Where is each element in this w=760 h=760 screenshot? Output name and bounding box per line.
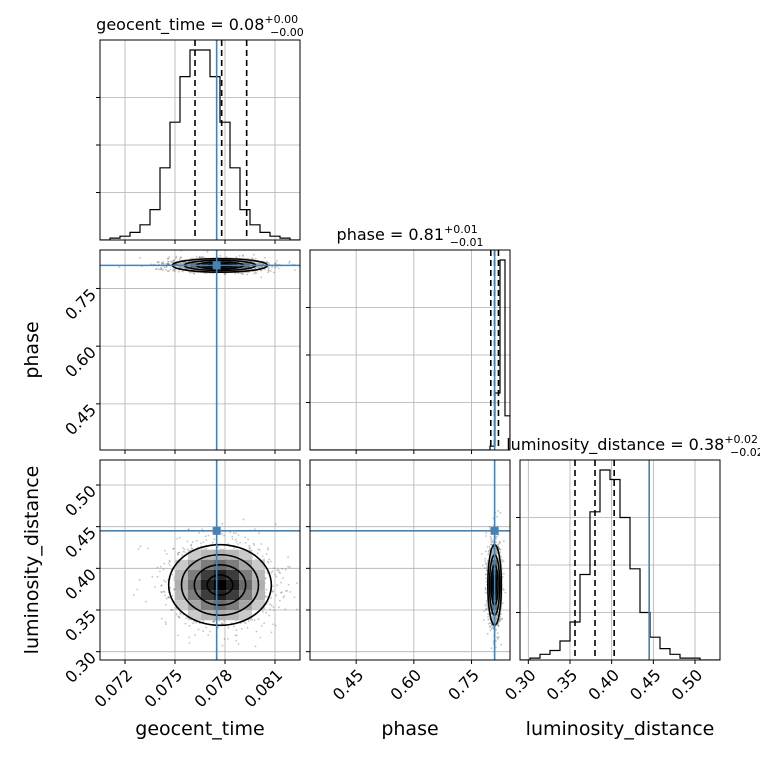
pair-geocent_time-vs-luminosity_distance-contour-0 (206, 574, 234, 596)
pair-geocent_time-vs-phase-density (100, 250, 300, 450)
pair-phase-vs-luminosity_distance-density (310, 460, 510, 660)
xtick-label-geocent_time-2: 0.078 (190, 665, 236, 711)
ytick-label-luminosity_distance-1: 0.35 (61, 606, 100, 645)
hist-geocent_time-steps (100, 49, 300, 240)
ytick-label-phase-0: 0.45 (61, 400, 100, 439)
ytick-label-luminosity_distance-0: 0.30 (61, 648, 100, 687)
pair-geocent_time-vs-luminosity_distance-contour-1 (193, 564, 247, 606)
xaxis-title-geocent_time: geocent_time (135, 718, 264, 740)
xtick-label-phase-2: 0.75 (444, 665, 483, 704)
pair-phase-vs-luminosity_distance-panel (306, 459, 511, 664)
xtick-label-luminosity_distance-0: 0.30 (501, 665, 540, 704)
hist-luminosity_distance-panel: luminosity_distance = 0.38+0.02−0.02 (506, 433, 760, 664)
ytick-label-phase-1: 0.60 (61, 343, 100, 382)
xtick-label-geocent_time-0: 0.072 (90, 665, 136, 711)
pair-geocent_time-vs-luminosity_distance-panel (96, 459, 301, 664)
xtick-label-luminosity_distance-1: 0.35 (543, 665, 582, 704)
hist-phase-panel: phase = 0.81+0.01 −0.01 (306, 223, 511, 454)
xtick-label-luminosity_distance-2: 0.40 (584, 665, 623, 704)
pair-geocent_time-vs-phase-frame (99, 249, 301, 451)
hist-luminosity_distance-steps (520, 469, 720, 660)
ytick-label-luminosity_distance-4: 0.50 (61, 481, 100, 520)
ytick-label-phase-2: 0.75 (61, 285, 100, 324)
title-phase: phase = 0.81+0.01 −0.01 (337, 223, 484, 249)
ytick-label-luminosity_distance-3: 0.45 (61, 523, 100, 562)
pair-geocent_time-vs-luminosity_distance-frame (99, 459, 301, 661)
pair-phase-vs-luminosity_distance-truth-marker (490, 526, 499, 535)
xaxis-title-phase: phase (381, 718, 438, 740)
hist-luminosity_distance-frame (519, 459, 721, 661)
hist-phase-frame (309, 249, 511, 451)
title-geocent_time: geocent_time = 0.08+0.00 −0.00 (96, 13, 304, 39)
xtick-label-phase-1: 0.60 (387, 665, 426, 704)
pair-geocent_time-vs-luminosity_distance-contour-2 (180, 553, 260, 617)
xtick-label-geocent_time-3: 0.081 (240, 665, 286, 711)
xtick-label-luminosity_distance-3: 0.45 (626, 665, 665, 704)
pair-geocent_time-vs-phase-truth-marker (212, 261, 221, 270)
title-luminosity_distance: luminosity_distance = 0.38+0.02−0.02 (506, 433, 760, 459)
hist-geocent_time-frame (99, 39, 301, 241)
yaxis-title-phase: phase (21, 321, 43, 378)
pair-phase-vs-luminosity_distance-frame (309, 459, 511, 661)
pair-geocent_time-vs-luminosity_distance-contour-3 (167, 543, 273, 627)
pair-geocent_time-vs-luminosity_distance-density (100, 460, 300, 660)
xtick-label-phase-0: 0.45 (329, 665, 368, 704)
xtick-label-geocent_time-1: 0.075 (140, 665, 186, 711)
pair-geocent_time-vs-phase-panel (96, 249, 301, 454)
hist-geocent_time-panel: geocent_time = 0.08+0.00 −0.00 (96, 13, 304, 244)
xtick-label-luminosity_distance-4: 0.50 (668, 665, 707, 704)
pair-geocent_time-vs-luminosity_distance-truth-marker (212, 526, 221, 535)
xaxis-title-luminosity_distance: luminosity_distance (526, 718, 715, 740)
yaxis-title-luminosity_distance: luminosity_distance (21, 466, 43, 655)
hist-phase-steps (310, 259, 510, 450)
ytick-label-luminosity_distance-2: 0.40 (61, 565, 100, 604)
